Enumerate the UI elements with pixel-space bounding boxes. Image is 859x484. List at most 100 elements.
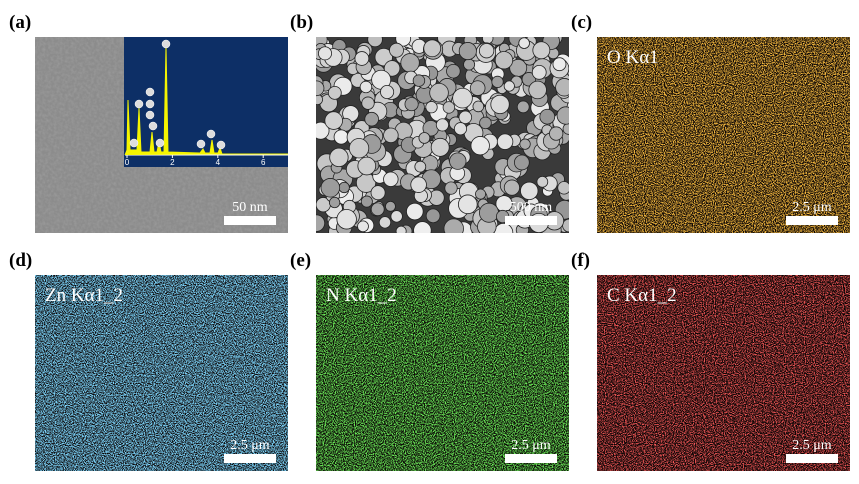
particle <box>425 101 438 114</box>
particle <box>320 178 341 198</box>
panel-label: (f) <box>571 250 590 271</box>
scale-bar <box>505 216 557 225</box>
particle <box>412 74 426 87</box>
particle <box>562 122 569 135</box>
scale-bar-label: 2.5 μm <box>511 438 551 453</box>
element-label: O Kα1 <box>607 47 659 68</box>
scale-bar-label: 500 nm <box>510 200 553 215</box>
particle <box>418 132 431 144</box>
inset-tick-label: 2 <box>170 158 175 167</box>
scale-bar-label: 2.5 μm <box>792 438 832 453</box>
particle <box>333 129 349 145</box>
element-label: Zn Kα1_2 <box>45 285 123 306</box>
particle <box>359 80 373 94</box>
particle <box>364 111 379 127</box>
particle <box>383 127 399 144</box>
scale-bar-label: 2.5 μm <box>792 200 832 215</box>
panel-label: (a) <box>9 12 31 33</box>
scale-bar <box>224 454 276 463</box>
particle <box>494 51 514 70</box>
particle <box>536 176 549 188</box>
particle <box>478 43 495 59</box>
particle <box>316 214 326 232</box>
particle <box>367 37 383 48</box>
map-texture <box>597 37 850 233</box>
particle <box>549 126 564 141</box>
particle <box>562 218 569 233</box>
particle <box>389 42 404 58</box>
particle <box>449 152 467 170</box>
map-texture <box>316 275 569 471</box>
particle <box>316 121 330 140</box>
particle <box>446 63 461 79</box>
particle <box>316 80 325 97</box>
particle <box>429 82 449 103</box>
particle <box>556 106 569 125</box>
particle <box>453 122 468 136</box>
particle <box>520 181 539 201</box>
particle <box>435 118 449 132</box>
particle <box>327 85 342 100</box>
inset-tick-label: 0 <box>125 158 130 167</box>
particle <box>475 188 487 200</box>
particle <box>395 225 407 233</box>
scale-bar-label: 50 nm <box>232 200 268 215</box>
particle <box>360 195 373 208</box>
particle <box>442 101 456 114</box>
particle <box>479 116 492 130</box>
particle <box>519 138 531 150</box>
element-label: C Kα1_2 <box>607 285 677 306</box>
particle <box>413 221 432 233</box>
particle <box>539 108 556 125</box>
inset-tick-label: 6 <box>261 158 266 167</box>
particle <box>383 171 399 187</box>
particle <box>518 37 530 49</box>
panel-label: (c) <box>571 12 592 33</box>
particle <box>430 137 450 157</box>
particle <box>493 222 514 233</box>
particle <box>357 220 369 233</box>
particle <box>370 185 386 201</box>
map-texture <box>597 275 850 471</box>
particle <box>469 80 486 96</box>
particle <box>329 147 349 168</box>
particle <box>406 202 424 221</box>
peak-markers <box>129 39 226 150</box>
particle <box>528 80 547 100</box>
particle <box>496 133 514 150</box>
panel-label: (e) <box>290 250 311 271</box>
particle <box>336 209 357 230</box>
particle <box>482 37 494 45</box>
inset-tick-label: 4 <box>216 158 221 167</box>
scale-bar <box>224 216 276 225</box>
particle <box>348 138 370 159</box>
particle <box>385 200 396 212</box>
particle <box>452 87 473 109</box>
particle <box>552 57 567 72</box>
scale-bar <box>505 454 557 463</box>
particle <box>478 202 499 223</box>
particle <box>318 46 332 61</box>
scale-bar <box>786 454 838 463</box>
particle <box>470 136 490 156</box>
particle <box>354 51 370 66</box>
particle <box>383 60 401 77</box>
particle <box>414 160 427 173</box>
map-texture <box>35 275 288 471</box>
particle <box>516 100 530 114</box>
particle <box>316 94 323 106</box>
particle <box>400 53 420 73</box>
particle <box>423 39 442 58</box>
particle <box>425 208 441 224</box>
panel-label: (d) <box>9 250 32 271</box>
particle <box>472 100 485 113</box>
particle <box>378 216 392 229</box>
particle <box>357 156 377 176</box>
particle <box>380 84 395 100</box>
particle <box>532 41 551 60</box>
particle <box>531 64 547 80</box>
particle <box>390 210 403 223</box>
particle <box>338 181 350 194</box>
particle <box>444 181 458 195</box>
